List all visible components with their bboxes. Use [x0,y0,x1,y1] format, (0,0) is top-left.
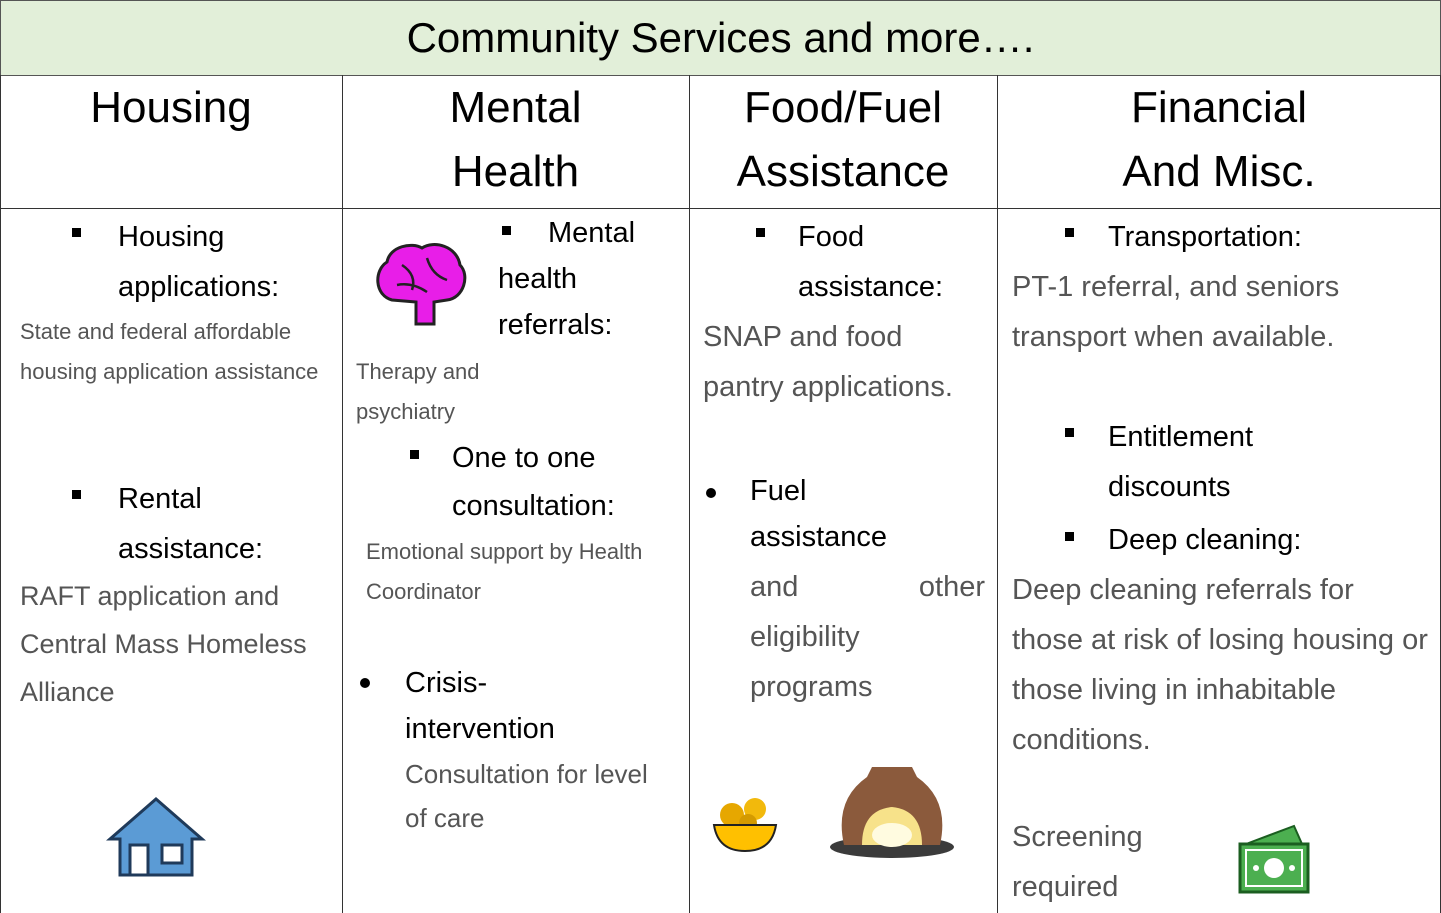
bullet [706,488,716,498]
bullet [72,490,81,499]
item-description: Consultation for level of care [405,759,648,833]
item-description: RAFT application and Central Mass Homele… [20,581,307,707]
item-label: Transportation: [1108,221,1302,253]
item-label: Fuel assistance [750,475,888,553]
bullet [756,228,765,237]
column-heading: Housing [90,83,252,132]
item-label: Food assistance: [798,221,944,303]
column-heading: And Misc. [1122,147,1316,196]
bullet [1065,428,1074,437]
bullet [360,678,370,688]
house-icon [106,797,206,877]
item-description: State and federal affordable housing app… [20,319,319,384]
column-heading: Financial [1130,83,1308,132]
item-description: and other eligibility programs [750,571,985,703]
money-icon [1238,824,1310,894]
item-label: Rental assistance: [118,483,264,565]
fruit-bowl-icon [712,798,778,853]
row-divider [0,208,1441,209]
item-label: Deep cleaning: [1108,524,1302,556]
bullet [502,226,511,235]
brain-icon [376,243,467,326]
item-label: Crisis-intervention [405,667,555,745]
bullet [410,450,419,459]
column-divider [689,75,690,913]
column-heading: Health [451,147,580,196]
column-divider [997,75,998,913]
item-description: Therapy and psychiatry [356,359,480,424]
item-label: Housing applications: [118,221,280,303]
column-heading: Food/Fuel [743,83,943,132]
item-description: Emotional support by Health Coordinator [366,539,643,604]
column-heading: Mental [449,83,582,132]
item-label: One to one consultation: [452,442,615,522]
item-description: SNAP and food pantry applications. [703,321,953,403]
item-description: Deep cleaning referrals for those at ris… [1012,574,1428,756]
border [0,75,1,913]
item-label: Mental health referrals: [498,217,636,341]
column-divider [342,75,343,913]
column-heading: Assistance [736,147,950,196]
bullet [1065,532,1074,541]
item-description: PT-1 referral, and seniors transport whe… [1012,271,1340,353]
bullet [1065,228,1074,237]
title: Community Services and more…. [0,0,1441,76]
item-label: Entitlement discounts [1108,421,1254,503]
bullet [72,228,81,237]
item-label: Screening required [1012,821,1143,903]
stove-icon [830,767,954,858]
